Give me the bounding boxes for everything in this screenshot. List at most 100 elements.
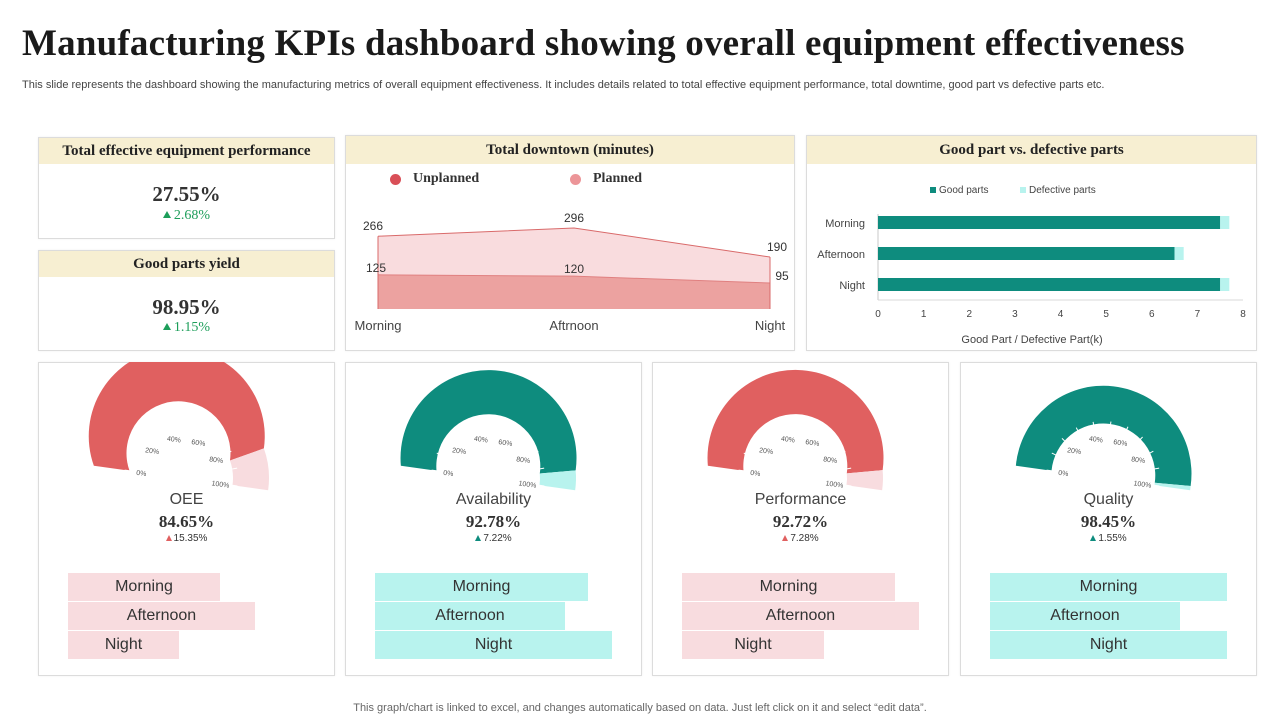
shift-bar-night: Night (375, 631, 612, 659)
gauge-tick (203, 426, 207, 432)
y-tick-label: Night (839, 280, 865, 292)
data-label-unplanned: 95 (775, 269, 789, 283)
kpi-value: 98.95% (152, 295, 221, 319)
legend-swatch-planned (570, 173, 581, 185)
gauge-tick (1075, 427, 1080, 433)
gauge-dial-group: 0% 20% 40% 60%80% 100% (707, 369, 884, 491)
x-tick-label: Night (755, 318, 786, 333)
parts-chart-title: Good part vs. defective parts (807, 136, 1256, 164)
gauge-remainder-arc (229, 448, 269, 491)
gauge-dial: 0% 20% 40% 60%80% 100% (1015, 385, 1192, 491)
gauge-name: Performance (754, 491, 847, 508)
gauge-tick-label: 60% (805, 439, 820, 448)
data-label-unplanned: 120 (564, 262, 584, 276)
bar-good-parts (878, 216, 1221, 229)
kpi-change: 2.68% (39, 208, 334, 224)
area-unplanned (378, 274, 770, 309)
gauge-quality: 0% 20% 40% 60% 80% 100% Quality 98.45% 1.55% Morn… (960, 362, 1257, 676)
line-unplanned (377, 274, 771, 284)
legend-swatch-defective (1020, 187, 1026, 193)
gauge-tick (510, 426, 514, 432)
gauge-tick (801, 421, 804, 427)
gauge-tick (460, 427, 465, 433)
gauge-remainder-arc (539, 470, 576, 491)
gauge-change-value: 15.35% (173, 533, 208, 544)
gauge-tick (232, 467, 238, 470)
gauge-tick (232, 484, 238, 487)
gauge-tick (1092, 421, 1095, 427)
gauge-change: 1.55% (960, 533, 1257, 544)
gauge-dial: 0% 20% 40% 60%80% 100% (707, 369, 884, 491)
gauge-tick (187, 421, 190, 427)
gauge-tick (1061, 438, 1066, 443)
gauge-tick (124, 469, 130, 472)
gauge-tick (431, 469, 437, 472)
gauge-tick (446, 438, 451, 443)
kpi-card-equipment-performance: Total effective equipment performance 27… (38, 137, 335, 239)
gauge-tick (539, 467, 545, 470)
bar-good-parts (878, 247, 1175, 260)
gauge-tick (533, 450, 539, 455)
gauge-fill-arc (88, 362, 265, 471)
gauge-value: 92.78% (465, 512, 522, 531)
gauge-tick (753, 438, 758, 443)
x-tick-label: 1 (921, 309, 927, 320)
gauge-tick (1125, 426, 1129, 432)
up-arrow-icon (782, 535, 789, 541)
gauge-performance: 0% 20% 40% 60% 80% 100% Performance 92.72% 7.28%… (652, 362, 949, 676)
gauge-tick (1154, 484, 1160, 487)
kpi-change: 1.15% (39, 320, 334, 336)
gauge-change: 7.22% (345, 533, 642, 544)
x-tick-label: 7 (1195, 309, 1201, 320)
bar-defective-parts (1174, 247, 1184, 260)
footer-note: This graph/chart is linked to excel, and… (353, 702, 927, 714)
gauge-tick (784, 421, 787, 427)
gauge-tick-label: 40% (1088, 436, 1103, 445)
shift-bar-morning: Morning (682, 573, 895, 601)
data-label-planned: 266 (363, 219, 383, 233)
legend-label: Planned (593, 171, 643, 186)
y-tick-label: Morning (825, 218, 865, 230)
gauge-tick-label: 80% (1131, 456, 1146, 465)
legend-swatch-unplanned (390, 173, 401, 185)
gauge-tick-label: 60% (1113, 439, 1128, 448)
gauge-tick (1051, 452, 1057, 456)
bar-defective-parts (1220, 278, 1230, 291)
gauge-dial-group: 0% 20% 40% 60%80% 100% (400, 370, 577, 491)
gauge-tick-label: 100% (825, 480, 844, 489)
gauge-tick (477, 421, 480, 427)
parts-bar-chart: Good parts Defective parts Morning Afternoo… (817, 185, 1246, 346)
gauge-tick (743, 452, 749, 456)
gauge-tick-label: 0% (443, 470, 454, 478)
up-arrow-icon (162, 323, 171, 330)
shift-bar-night: Night (68, 631, 179, 659)
gauge-tick-label: 80% (823, 456, 838, 465)
x-tick-label: 4 (1058, 309, 1064, 320)
gauge-change-value: 7.28% (790, 533, 819, 544)
gauge-tick (216, 436, 221, 441)
gauge-tick (846, 467, 852, 470)
gauge-fill-arc (400, 370, 577, 474)
legend-label-good: Good parts (939, 185, 988, 196)
downtime-chart-title: Total downtown (minutes) (346, 136, 794, 164)
kpi-value: 27.55% (152, 182, 221, 206)
line-planned (377, 227, 771, 258)
gauge-tick (1148, 450, 1154, 455)
kpi-title: Good parts yield (39, 251, 334, 277)
gauge-remainder-arc (1154, 482, 1191, 491)
x-tick-label: 0 (875, 309, 881, 320)
legend-swatch-good (930, 187, 936, 193)
data-label-planned: 190 (767, 240, 787, 254)
kpi-title: Total effective equipment performance (39, 138, 334, 164)
gauge-remainder-arc (846, 470, 883, 491)
gauge-tick-label: 100% (518, 480, 537, 489)
x-tick-label: Morning (355, 318, 402, 333)
page-title: Manufacturing KPIs dashboard showing ove… (22, 23, 1185, 64)
gauge-tick (129, 452, 135, 456)
gauge-change-value: 1.55% (1098, 533, 1127, 544)
gauge-tick (539, 484, 545, 487)
legend-label-defective: Defective parts (1029, 185, 1096, 196)
shift-bar-morning: Morning (68, 573, 220, 601)
gauge-dial-group: 0% 20% 40% 60%80% 100% (88, 362, 269, 491)
gauge-tick-label: 80% (516, 456, 531, 465)
